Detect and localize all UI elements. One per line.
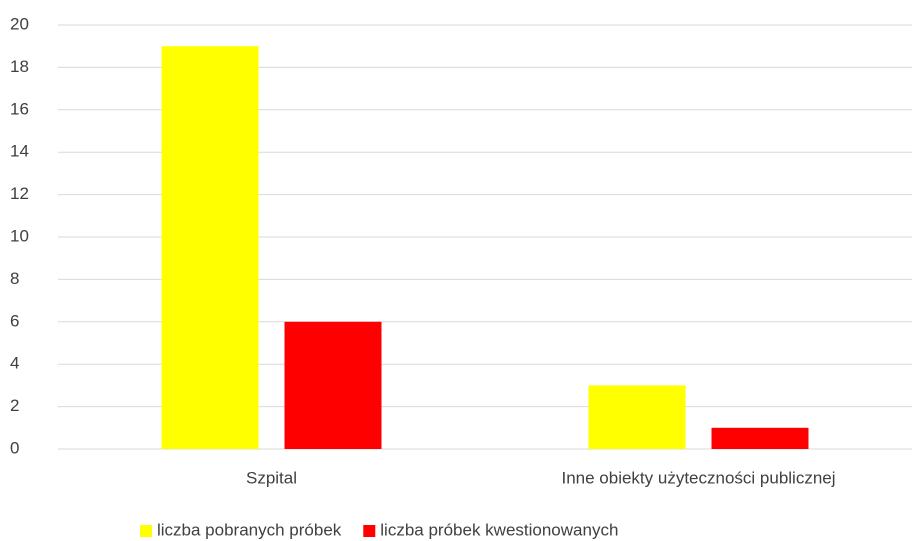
- y-tick-label: 16: [10, 99, 29, 118]
- y-tick-label: 8: [10, 269, 19, 288]
- y-tick-label: 18: [10, 57, 29, 76]
- bar: [284, 321, 382, 449]
- y-tick-label: 0: [10, 438, 19, 457]
- y-tick-label: 2: [10, 396, 19, 415]
- y-tick-label: 14: [10, 142, 29, 161]
- x-tick-label: Inne obiekty użyteczności publicznej: [561, 468, 835, 487]
- y-tick-label: 6: [10, 311, 19, 330]
- y-tick-label: 12: [10, 184, 29, 203]
- legend-label: liczba próbek kwestionowanych: [380, 520, 618, 539]
- bar: [161, 46, 259, 449]
- bar: [711, 427, 809, 449]
- y-tick-label: 4: [10, 354, 19, 373]
- y-tick-label: 10: [10, 226, 29, 245]
- legend-label: liczba pobranych próbek: [157, 520, 342, 539]
- legend-swatch: [363, 525, 376, 537]
- x-tick-label: Szpital: [246, 468, 297, 487]
- legend-swatch: [140, 525, 152, 537]
- y-tick-label: 20: [10, 14, 29, 33]
- bar: [588, 385, 686, 449]
